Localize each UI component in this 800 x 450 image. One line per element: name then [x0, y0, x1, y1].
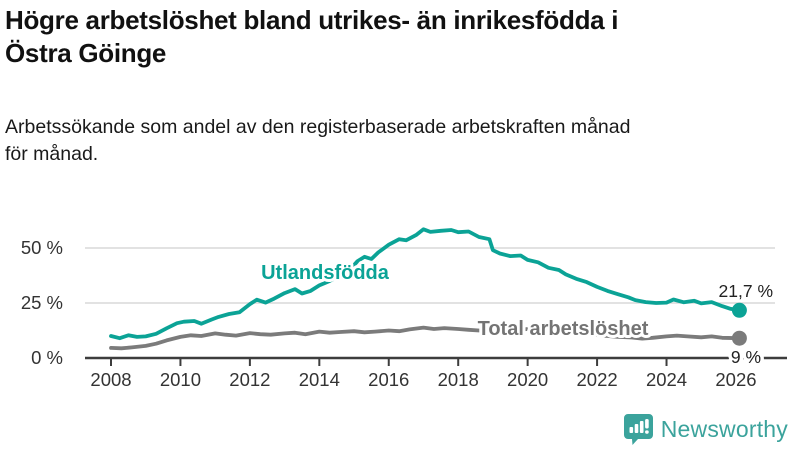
series-label-total: Total arbetslöshet	[478, 318, 649, 340]
x-ticks-layer: 2008 2010 2012 2014 2016 2018 2020 2022 2024 2026	[90, 358, 757, 390]
newsworthy-brand[interactable]: Newsworthy	[623, 413, 788, 445]
title-line-2: Östra Göinge	[5, 38, 167, 69]
title-line-1: Högre arbetslöshet bland utrikes- än inr…	[5, 5, 619, 35]
x-tick-label: 2026	[715, 369, 756, 390]
subtitle-line-1: Arbetssökande som andel av den registerb…	[5, 116, 631, 138]
y-tick-label-50: 50 %	[21, 237, 63, 258]
series-end-dot-0	[731, 302, 747, 318]
brand-name: Newsworthy	[660, 415, 788, 442]
series-label-utlandsfodda: Utlandsfödda	[261, 262, 390, 284]
x-tick-label: 2012	[229, 369, 270, 390]
series-line-0	[109, 227, 742, 341]
chart-subtitle: Arbetssökande som andel av den registerb…	[5, 114, 795, 168]
x-tick-label: 2014	[299, 369, 340, 390]
x-tick-label: 2024	[646, 369, 687, 390]
unemployment-chart: 2008 2010 2012 2014 2016 2018 2020 2022 2024 2026…	[0, 200, 800, 400]
series-line-1	[109, 325, 742, 351]
chart-canvas: 2008 2010 2012 2014 2016 2018 2020 2022 2024 2026…	[21, 227, 787, 390]
end-label-utlandsfodda: 21,7 %	[719, 281, 773, 301]
x-tick-label: 2020	[507, 369, 548, 390]
subtitle-line-2: för månad.	[5, 142, 99, 165]
y-tick-label-0: 0 %	[31, 347, 63, 368]
x-tick-label: 2010	[160, 369, 201, 390]
end-label-total: 9 %	[731, 347, 761, 367]
bar-chart-speech-bubble-icon	[623, 414, 653, 445]
y-tick-label-25: 25 %	[21, 292, 63, 313]
series-end-dot-1	[731, 330, 747, 346]
x-tick-label: 2016	[368, 369, 409, 390]
x-tick-label: 2022	[577, 369, 618, 390]
series-layer	[109, 227, 747, 351]
page-title: Högre arbetslöshet bland utrikes- än inr…	[5, 4, 795, 71]
x-tick-label: 2008	[90, 369, 131, 390]
x-tick-label: 2018	[438, 369, 479, 390]
